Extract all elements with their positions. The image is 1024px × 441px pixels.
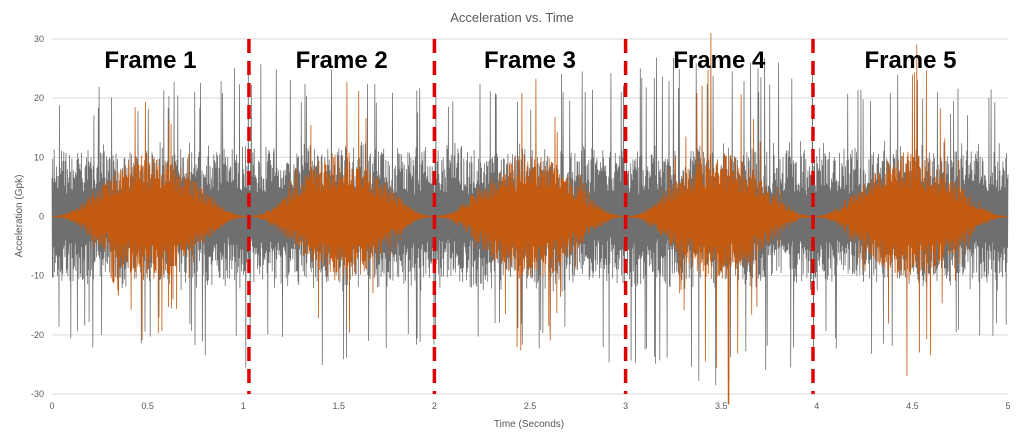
- x-tick-label: 4.5: [906, 401, 919, 411]
- x-tick-label: 3: [623, 401, 628, 411]
- x-tick-label: 2: [432, 401, 437, 411]
- x-tick-label: 5: [1005, 401, 1010, 411]
- x-tick-label: 2.5: [524, 401, 537, 411]
- frame-boundary-layer: [247, 39, 815, 394]
- frame-label: Frame 4: [673, 47, 766, 74]
- frame-label: Frame 1: [104, 47, 196, 74]
- x-tick-label: 0.5: [141, 401, 154, 411]
- tick-layer: 30 20 10 0 -10 -20 -30 0 0.5 1 1.5 2 2.5 3 3.5 4 4.5 5: [31, 34, 1011, 411]
- frame-label-layer: Frame 1 Frame 2 Frame 3 Frame 4 Frame 5: [104, 47, 956, 74]
- y-tick-label: -10: [31, 271, 44, 281]
- x-tick-label: 1.5: [333, 401, 346, 411]
- frame-label: Frame 3: [484, 47, 576, 74]
- frame-label: Frame 2: [296, 47, 388, 74]
- y-tick-label: -30: [31, 389, 44, 399]
- y-tick-label: 20: [34, 93, 44, 103]
- x-tick-label: 4: [814, 401, 819, 411]
- x-tick-label: 0: [49, 401, 54, 411]
- x-tick-label: 3.5: [715, 401, 728, 411]
- x-tick-label: 1: [241, 401, 246, 411]
- y-tick-label: 10: [34, 152, 44, 162]
- frame-label: Frame 5: [864, 47, 956, 74]
- y-tick-label: 0: [39, 212, 44, 222]
- x-axis-label: Time (Seconds): [494, 419, 564, 430]
- y-tick-label: -20: [31, 330, 44, 340]
- chart-title: Acceleration vs. Time: [450, 10, 574, 25]
- y-tick-label: 30: [34, 34, 44, 44]
- series-layer: [51, 32, 1009, 405]
- y-axis-label: Acceleration (Gpk): [14, 175, 25, 258]
- series-windowed-signal: [52, 32, 1008, 405]
